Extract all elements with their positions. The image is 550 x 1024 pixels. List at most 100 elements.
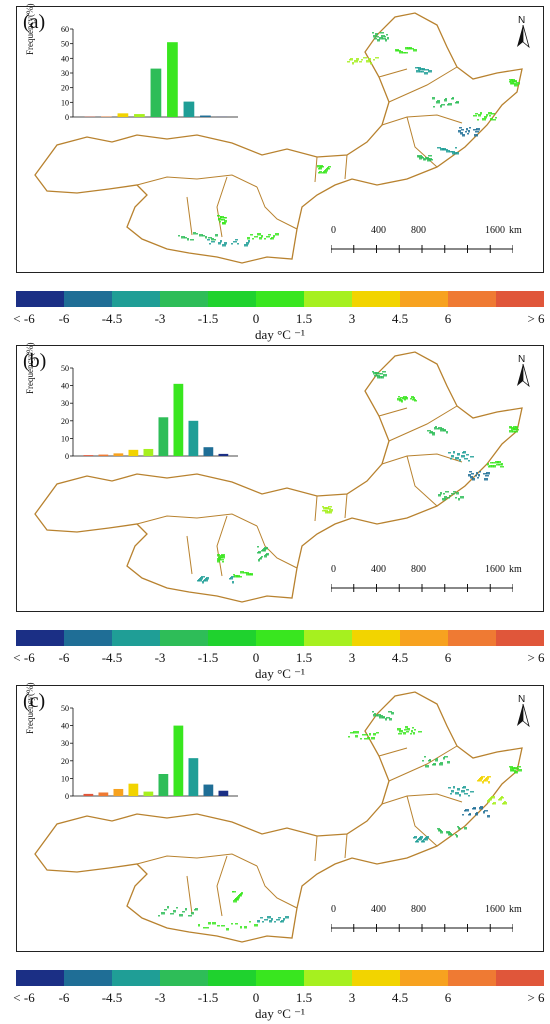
frequency-histogram: Frequency(%) 0 10 20 30 40 50 60 <box>25 4 245 127</box>
legend-tick-label: 4.5 <box>391 311 409 326</box>
north-arrow: N <box>513 354 533 388</box>
scale-label-0: 0 <box>331 564 336 575</box>
legend-swatch <box>112 291 160 307</box>
histogram-ytitle: Frequency(%) <box>25 682 35 734</box>
histogram-bar <box>128 449 139 456</box>
legend-swatch <box>448 970 496 986</box>
scale-label-1600: 1600 <box>485 225 505 236</box>
region-map <box>34 12 523 264</box>
legend-swatch <box>208 291 256 307</box>
legend-tick-label: 1.5 <box>295 650 313 665</box>
legend-tick-label: -3 <box>154 650 166 665</box>
scale-label-800: 800 <box>411 904 426 915</box>
scale-label-400: 400 <box>371 225 386 236</box>
map-pixels <box>178 32 520 247</box>
legend-swatch <box>304 291 352 307</box>
histogram-bar <box>188 420 199 456</box>
legend-swatch <box>304 630 352 646</box>
scale-label-800: 800 <box>411 225 426 236</box>
histogram-ytick-label: 50 <box>61 364 69 373</box>
scale-unit: km <box>509 225 522 236</box>
scale-label-0: 0 <box>331 225 336 236</box>
legend-tick-label: 3 <box>348 990 356 1005</box>
histogram-bar <box>188 758 199 796</box>
panel-label: (a) <box>23 11 46 33</box>
map-pixels <box>197 371 519 584</box>
scale-label-400: 400 <box>371 904 386 915</box>
legend-tick-label: -3 <box>154 990 166 1005</box>
legend-swatch <box>256 291 304 307</box>
legend-tick-label: 0 <box>252 311 260 326</box>
color-legend-a: day °C ⁻¹ < -6 -6 -4.5 -3 -1.5 0 1.5 3 4.5 6 > 6 <box>13 291 545 342</box>
legend-swatch <box>496 291 544 307</box>
histogram-bar <box>158 774 169 796</box>
scale-bar: 0 400 800 1600 km <box>331 225 522 265</box>
north-label: N <box>518 15 526 26</box>
legend-swatch <box>448 291 496 307</box>
histogram-ytick-label: 60 <box>61 25 69 34</box>
region-map <box>34 351 523 603</box>
histogram-ytick-label: 0 <box>65 113 69 122</box>
legend-swatch <box>400 630 448 646</box>
legend-tick-label: 1.5 <box>295 990 313 1005</box>
histogram-bar <box>113 788 124 796</box>
histogram-bar <box>134 114 145 117</box>
legend-swatch <box>352 630 400 646</box>
region-map <box>34 691 523 943</box>
histogram-bar <box>117 113 129 117</box>
histogram-bar <box>83 455 94 456</box>
legend-swatch <box>256 970 304 986</box>
north-arrow: N <box>513 694 533 728</box>
legend-tick-label: < -6 <box>13 990 35 1005</box>
scale-unit: km <box>509 564 522 575</box>
legend-tick-label: -6 <box>58 650 70 665</box>
color-legend-c: day °C ⁻¹ < -6 -6 -4.5 -3 -1.5 0 1.5 3 4.5 6 > 6 <box>13 970 545 1021</box>
scale-label-1600: 1600 <box>485 904 505 915</box>
histogram-ytick-label: 0 <box>65 452 69 461</box>
histogram-ytick-label: 20 <box>61 84 69 93</box>
north-arrow-icon <box>517 364 530 388</box>
legend-unit: day °C ⁻¹ <box>255 327 305 342</box>
scale-label-400: 400 <box>371 564 386 575</box>
legend-tick-label: 0 <box>252 650 260 665</box>
legend-swatch <box>496 970 544 986</box>
histogram-bar <box>128 783 139 796</box>
legend-swatch <box>64 291 112 307</box>
histogram-ytick-label: 20 <box>61 417 69 426</box>
frequency-histogram: Frequency(%) 0 10 20 30 40 50 <box>25 683 245 806</box>
north-label: N <box>518 354 526 365</box>
legend-swatch <box>160 970 208 986</box>
histogram-ytick-label: 40 <box>61 382 69 391</box>
histogram-bar <box>173 383 184 456</box>
north-arrow-icon <box>517 25 530 49</box>
histogram-ytick-label: 40 <box>61 54 69 63</box>
legend-swatch <box>352 970 400 986</box>
legend-tick-label: -1.5 <box>197 990 219 1005</box>
legend-tick-label: 3 <box>348 650 356 665</box>
legend-swatch <box>112 630 160 646</box>
legend-swatch <box>304 970 352 986</box>
histogram-ytick-label: 10 <box>61 774 69 783</box>
legend-swatch <box>208 630 256 646</box>
legend-swatch <box>256 630 304 646</box>
legend-tick-label: 6 <box>444 990 452 1005</box>
panel-label: (c) <box>23 690 46 712</box>
scale-unit: km <box>509 904 522 915</box>
histogram-ytick-label: 40 <box>61 722 69 731</box>
histogram-bar <box>218 790 229 796</box>
legend-tick-label: -4.5 <box>101 311 123 326</box>
north-arrow-icon <box>517 704 530 728</box>
histogram-bar <box>173 725 184 796</box>
north-arrow: N <box>513 15 533 49</box>
legend-tick-label: -3 <box>154 311 166 326</box>
legend-tick-label: -4.5 <box>101 990 123 1005</box>
legend-swatch <box>64 970 112 986</box>
legend-swatch <box>400 970 448 986</box>
frequency-histogram: Frequency(%) 0 10 20 30 40 50 <box>25 343 245 466</box>
legend-tick-label: < -6 <box>13 650 35 665</box>
legend-tick-label: -6 <box>58 311 70 326</box>
legend-tick-label: -1.5 <box>197 311 219 326</box>
legend-tick-label: 0 <box>252 990 260 1005</box>
histogram-ytick-label: 30 <box>61 69 69 78</box>
scale-bar: 0 400 800 1600 km <box>331 904 522 944</box>
